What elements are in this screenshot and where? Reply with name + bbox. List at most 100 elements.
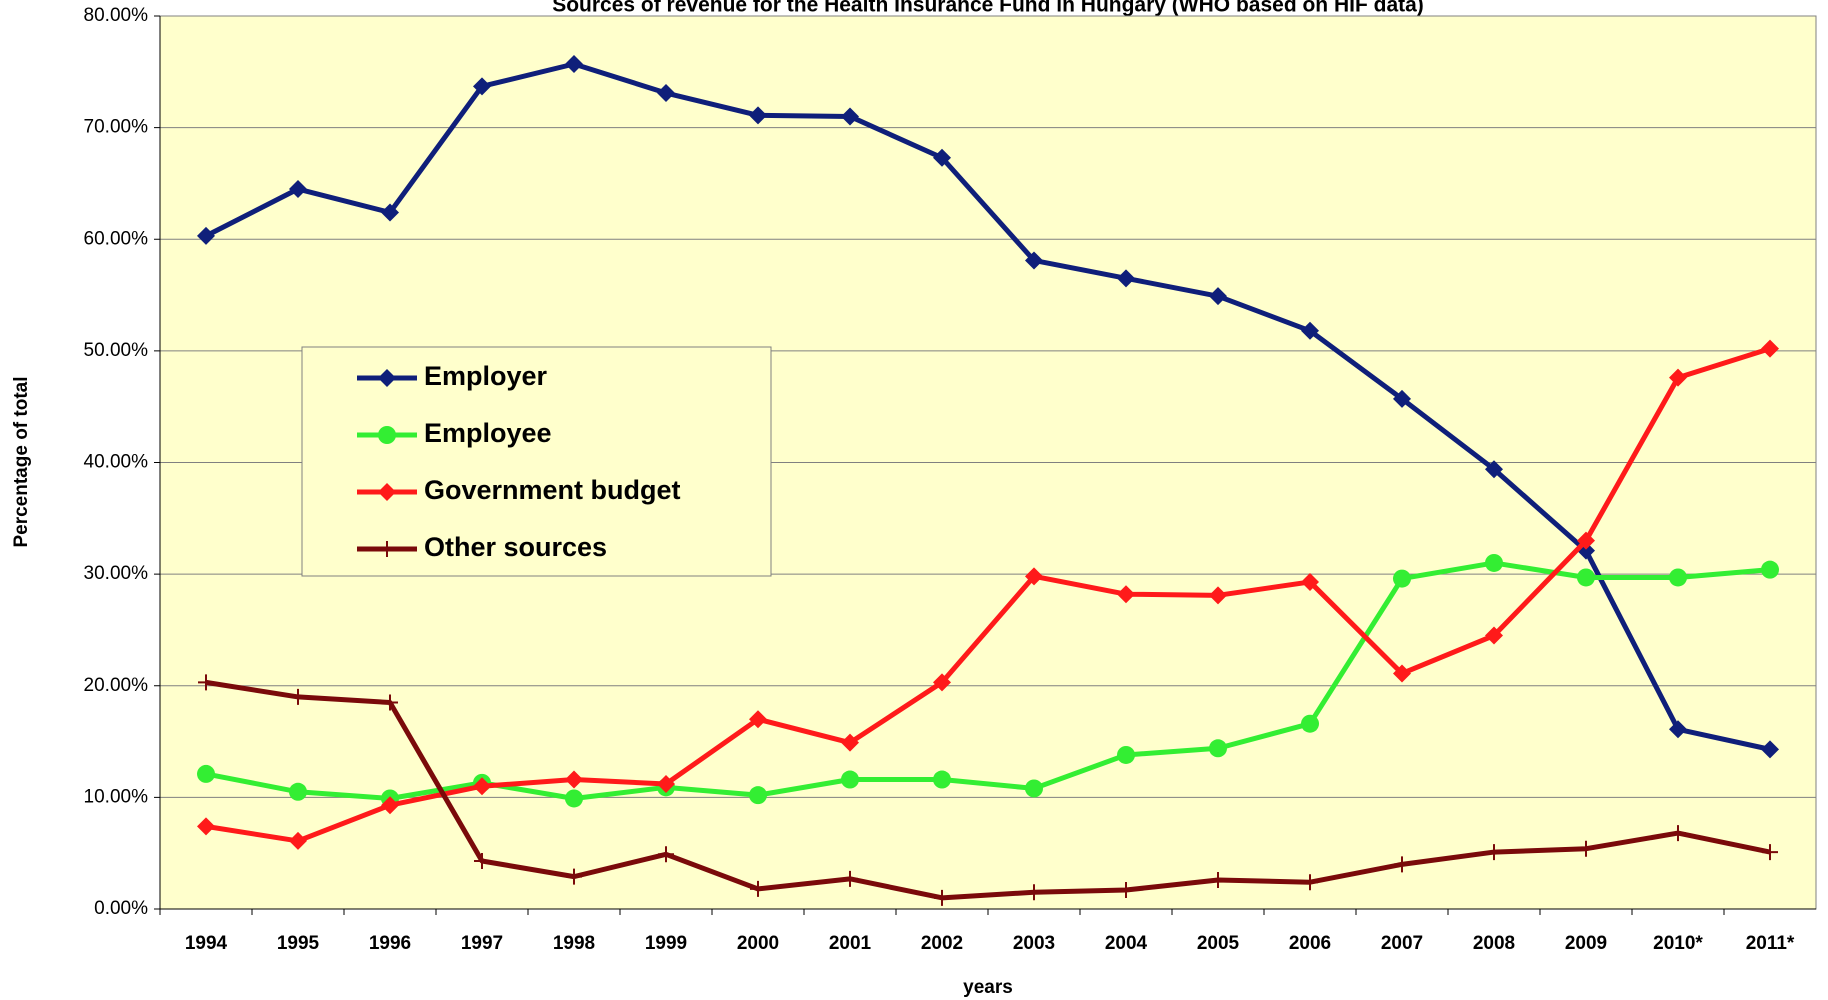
data-point [933, 770, 951, 789]
data-point [474, 853, 490, 870]
data-point [382, 694, 398, 711]
data-point [750, 880, 766, 897]
data-point [1761, 339, 1779, 358]
legend-marker [378, 426, 396, 444]
x-tick-label: 1996 [369, 933, 411, 954]
data-point [658, 846, 674, 863]
x-tick-label: 2009 [1565, 933, 1607, 954]
x-tick-label: 2003 [1013, 933, 1055, 954]
data-point [1762, 844, 1778, 861]
data-point [841, 733, 859, 752]
data-point [657, 84, 675, 103]
data-point [1393, 664, 1411, 683]
legend-marker [379, 541, 395, 557]
y-tick-label: 70.00% [84, 117, 149, 138]
y-tick-label: 10.00% [84, 786, 149, 807]
data-point [1209, 739, 1227, 758]
y-tick-label: 20.00% [84, 675, 149, 696]
x-tick-label: 2010* [1653, 933, 1703, 954]
data-point [197, 226, 215, 245]
data-point [657, 774, 675, 793]
y-axis-label: Percentage of total [11, 376, 32, 547]
data-point [381, 203, 399, 222]
data-point [841, 107, 859, 126]
series-line [205, 679, 1771, 901]
data-point [1026, 884, 1042, 901]
y-tick-label: 60.00% [84, 228, 149, 249]
data-point [1210, 871, 1226, 888]
data-point [1117, 269, 1135, 288]
data-point [1669, 368, 1687, 387]
data-point [1301, 714, 1319, 733]
chart-title: Sources of revenue for the Health Insura… [552, 0, 1424, 17]
data-point [565, 789, 583, 808]
data-point [1025, 567, 1043, 586]
x-tick-label: 2011* [1746, 933, 1795, 954]
legend-marker [378, 369, 396, 387]
x-tick-label: 2002 [921, 933, 963, 954]
data-point [933, 673, 951, 692]
data-point [1485, 553, 1503, 572]
x-tick-label: 1998 [553, 933, 595, 954]
x-tick-label: 2001 [829, 933, 872, 954]
x-tick-label: 2004 [1105, 933, 1148, 954]
data-point [198, 674, 214, 691]
data-point [473, 77, 491, 96]
data-point [841, 770, 859, 789]
x-tick-label: 1994 [185, 933, 228, 954]
data-point [1393, 389, 1411, 408]
legend-label: Other sources [424, 532, 607, 562]
data-point [1761, 560, 1779, 579]
data-point [1577, 568, 1595, 587]
data-point [749, 786, 767, 805]
data-point [1577, 531, 1595, 550]
data-point [1025, 251, 1043, 270]
data-point [933, 148, 951, 167]
data-point [1209, 287, 1227, 306]
series-line [204, 61, 1771, 752]
x-tick-label: 1999 [645, 933, 687, 954]
data-point [289, 782, 307, 801]
data-point [197, 764, 215, 783]
data-point [1394, 856, 1410, 873]
y-tick-label: 30.00% [84, 563, 149, 584]
x-tick-label: 2005 [1197, 933, 1240, 954]
data-point [749, 710, 767, 729]
data-point [565, 770, 583, 789]
data-point [934, 889, 950, 906]
data-point [1578, 840, 1594, 857]
data-point [289, 831, 307, 850]
data-point [1669, 720, 1687, 739]
data-point [289, 180, 307, 199]
x-tick-label: 1995 [277, 933, 320, 954]
data-point [1301, 321, 1319, 340]
legend-box [301, 346, 772, 577]
x-tick-label: 2006 [1289, 933, 1331, 954]
data-point [1118, 882, 1134, 899]
legend-label: Government budget [424, 475, 681, 505]
legend-label: Employer [424, 361, 548, 391]
data-point [1485, 626, 1503, 645]
y-tick-label: 0.00% [94, 898, 148, 919]
data-point [1301, 572, 1319, 591]
data-point [1025, 779, 1043, 798]
x-tick-label: 2007 [1381, 933, 1423, 954]
legend-label: Employee [424, 418, 552, 448]
x-axis-label: years [963, 977, 1013, 998]
data-point [749, 106, 767, 125]
data-point [565, 54, 583, 73]
data-point [1117, 585, 1135, 604]
data-point [1117, 745, 1135, 764]
data-point [197, 817, 215, 836]
data-point [566, 868, 582, 885]
series-line [205, 346, 1771, 844]
y-tick-label: 50.00% [84, 340, 149, 361]
data-point [1209, 586, 1227, 605]
series-line [205, 560, 1771, 801]
legend-marker [378, 483, 396, 501]
x-tick-label: 2008 [1473, 933, 1515, 954]
x-tick-label: 1997 [461, 933, 503, 954]
data-point [1393, 569, 1411, 588]
data-point [381, 796, 399, 815]
